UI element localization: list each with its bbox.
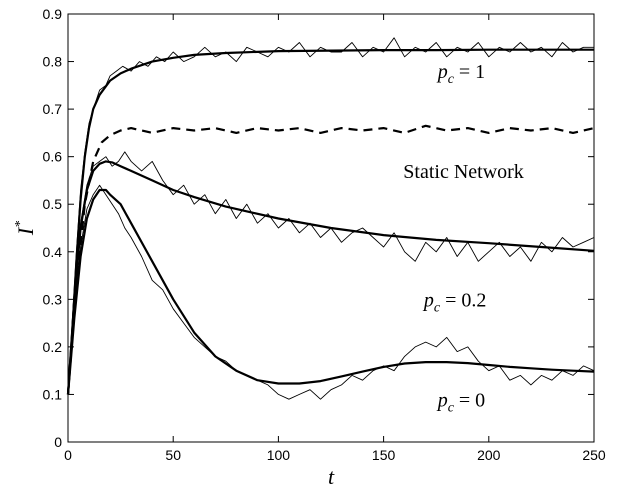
- annotation-pc02-value: = 0.2: [440, 289, 486, 311]
- y-tick-label-4: 0.4: [43, 244, 63, 260]
- y-tick-label-9: 0.9: [43, 6, 63, 22]
- annotation-pc1-value: = 1: [454, 61, 485, 83]
- series-line-pc0_sim: [67, 184, 595, 400]
- annotation-pc0: pc = 0: [436, 389, 486, 415]
- y-tick-label-7: 0.7: [43, 101, 63, 117]
- y-tick-label-0: 0: [54, 434, 62, 450]
- x-axis-label: t: [328, 464, 335, 489]
- annotation-pc1: pc = 1: [436, 61, 486, 87]
- series-line-pc1_sim: [67, 37, 594, 395]
- annotation-pc02-var: p: [422, 289, 434, 311]
- annotation-pc1-var: p: [436, 61, 448, 83]
- annotation-pc0-var: p: [436, 389, 448, 411]
- annotation-pc1-sub: c: [448, 72, 455, 87]
- x-tick-label-5: 250: [582, 447, 606, 463]
- series-line-pc02_sim: [67, 151, 595, 395]
- x-tick-label-3: 150: [372, 447, 396, 463]
- annotation-pc0-value: = 0: [454, 389, 485, 411]
- series-line-pc0_model: [66, 188, 595, 395]
- x-tick-label-4: 200: [477, 447, 501, 463]
- x-tick-label-0: 0: [64, 447, 72, 463]
- y-axis-label-main: I: [13, 226, 38, 236]
- y-tick-label-5: 0.5: [43, 196, 63, 212]
- y-tick-label-1: 0.1: [43, 386, 63, 402]
- series-line-pc02_model: [66, 160, 595, 395]
- y-tick-label-6: 0.6: [43, 149, 63, 165]
- x-tick-label-2: 100: [267, 447, 291, 463]
- annotation-pc0-sub: c: [448, 400, 455, 415]
- series: [66, 37, 595, 400]
- annotation-pc02: pc = 0.2: [422, 289, 487, 315]
- y-tick-label-3: 0.3: [43, 291, 63, 307]
- annotation-pc02-sub: c: [434, 300, 441, 315]
- ticks: 0 50 100 150 200 250 0 0.1 0.2 0.3 0.4 0.5 0.6 0.7 0.8…: [43, 6, 606, 463]
- y-tick-label-2: 0.2: [43, 339, 63, 355]
- x-tick-label-1: 50: [165, 447, 181, 463]
- y-axis-label-superscript: *: [13, 221, 28, 228]
- plot-frame: [67, 13, 595, 443]
- annotation-static: Static Network: [403, 161, 524, 183]
- y-tick-label-8: 0.8: [43, 54, 63, 70]
- series-line-pc1_model: [66, 48, 594, 395]
- y-axis-label: I*: [13, 221, 38, 236]
